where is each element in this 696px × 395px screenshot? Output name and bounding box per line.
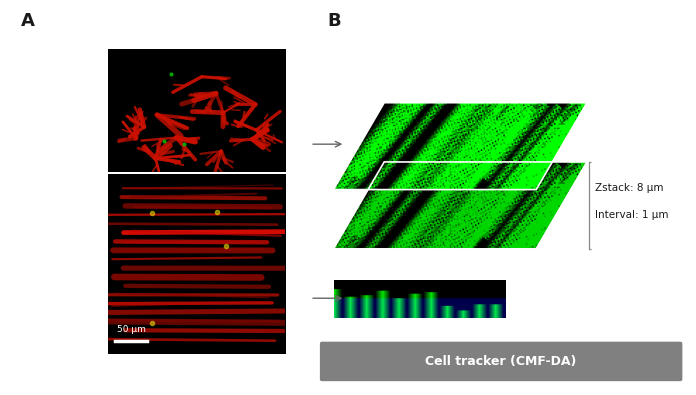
Polygon shape (333, 280, 505, 318)
Text: Zstack: 8 μm: Zstack: 8 μm (594, 182, 663, 193)
Text: F-actin: F-actin (170, 32, 223, 45)
FancyBboxPatch shape (320, 342, 682, 381)
Text: Cell tracker (CMF-DA): Cell tracker (CMF-DA) (425, 355, 577, 368)
Text: 50 μm: 50 μm (116, 325, 145, 334)
Polygon shape (333, 162, 587, 249)
Text: Interval: 1 μm: Interval: 1 μm (594, 210, 668, 220)
Text: B: B (327, 12, 341, 30)
Text: A: A (21, 12, 35, 30)
Polygon shape (333, 103, 587, 190)
Text: Grooved: Grooved (88, 237, 97, 290)
Text: Flat: Flat (88, 99, 97, 122)
